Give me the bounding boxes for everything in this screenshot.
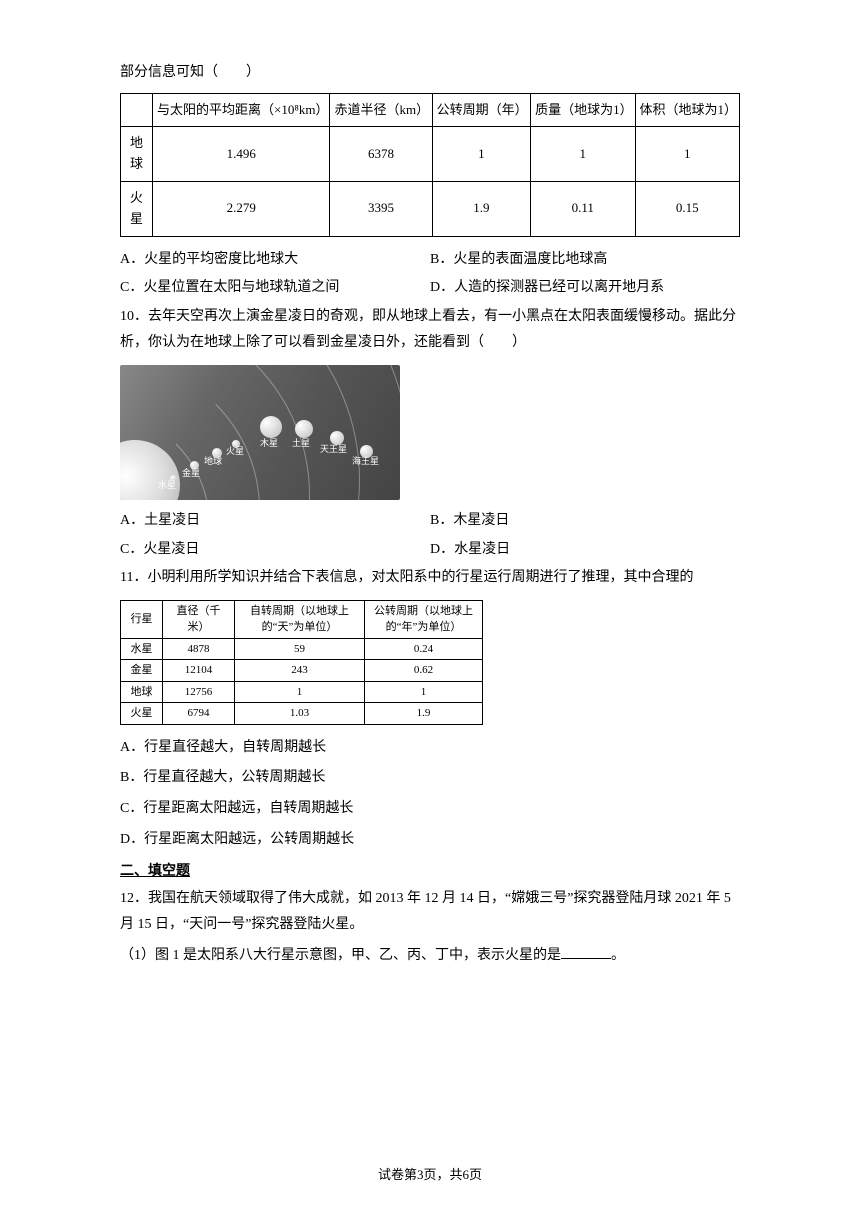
cell: 12756 <box>163 681 235 703</box>
cell: 1 <box>432 127 531 182</box>
q12-sub1: （1）图 1 是太阳系八大行星示意图，甲、乙、丙、丁中，表示火星的是 。 <box>120 943 740 970</box>
cell: 1.496 <box>153 127 330 182</box>
q9-option-a: A．火星的平均密度比地球大 <box>120 247 430 274</box>
q11-stem: 11．小明利用所学知识并结合下表信息，对太阳系中的行星运行周期进行了推理，其中合… <box>120 565 740 592</box>
q12-stem: 12．我国在航天领域取得了伟大成就，如 2013 年 12 月 14 日，“嫦娥… <box>120 886 740 939</box>
label-saturn: 土星 <box>292 435 310 452</box>
header-mass: 质量（地球为1） <box>531 93 635 127</box>
q11-table: 行星 直径（千米） 自转周期（以地球上的“天”为单位） 公转周期（以地球上的“年… <box>120 600 483 725</box>
t2-h3: 公转周期（以地球上的“年”为单位） <box>365 600 483 638</box>
t2-h2: 自转周期（以地球上的“天”为单位） <box>235 600 365 638</box>
q12-sub1-end: 。 <box>611 948 625 963</box>
cell: 6378 <box>330 127 432 182</box>
cell: 1 <box>365 681 483 703</box>
cell: 243 <box>235 660 365 682</box>
cell: 1 <box>235 681 365 703</box>
header-period: 公转周期（年） <box>432 93 531 127</box>
cell: 金星 <box>121 660 163 682</box>
fill-blank[interactable] <box>561 945 611 959</box>
label-jupiter: 木星 <box>260 435 278 452</box>
cell: 地球 <box>121 681 163 703</box>
t2-h1: 直径（千米） <box>163 600 235 638</box>
label-mars: 火星 <box>226 443 244 460</box>
label-uranus: 天王星 <box>320 441 347 458</box>
q10-option-d: D．水星凌日 <box>430 537 740 564</box>
q10-options-row2: C．火星凌日 D．水星凌日 <box>120 537 740 564</box>
cell: 59 <box>235 638 365 660</box>
q11-option-c: C．行星距离太阳越远，自转周期越长 <box>120 796 740 823</box>
q11-option-a: A．行星直径越大，自转周期越长 <box>120 735 740 762</box>
table-row: 地球 12756 1 1 <box>121 681 483 703</box>
header-blank <box>121 93 153 127</box>
q9-option-c: C．火星位置在太阳与地球轨道之间 <box>120 275 430 302</box>
q9-option-b: B．火星的表面温度比地球高 <box>430 247 740 274</box>
cell: 火星 <box>121 703 163 725</box>
cell: 水星 <box>121 638 163 660</box>
header-volume: 体积（地球为1） <box>635 93 739 127</box>
cell: 6794 <box>163 703 235 725</box>
cell: 1 <box>531 127 635 182</box>
table-row: 水星 4878 59 0.24 <box>121 638 483 660</box>
label-venus: 金星 <box>182 465 200 482</box>
cell: 1.9 <box>365 703 483 725</box>
header-radius: 赤道半径（km） <box>330 93 432 127</box>
row-mars-name: 火星 <box>121 181 153 236</box>
q9-options-row2: C．火星位置在太阳与地球轨道之间 D．人造的探测器已经可以离开地月系 <box>120 275 740 302</box>
header-distance: 与太阳的平均距离（×10⁸km） <box>153 93 330 127</box>
cell: 4878 <box>163 638 235 660</box>
q10-options-row1: A．土星凌日 B．木星凌日 <box>120 508 740 535</box>
q10-option-b: B．木星凌日 <box>430 508 740 535</box>
table-header-row: 与太阳的平均距离（×10⁸km） 赤道半径（km） 公转周期（年） 质量（地球为… <box>121 93 740 127</box>
t2-h0: 行星 <box>121 600 163 638</box>
q10-option-a: A．土星凌日 <box>120 508 430 535</box>
label-neptune: 海王星 <box>352 453 379 470</box>
q9-stem-tail: 部分信息可知（ ） <box>120 60 740 87</box>
q9-table: 与太阳的平均距离（×10⁸km） 赤道半径（km） 公转周期（年） 质量（地球为… <box>120 93 740 237</box>
page-footer: 试卷第3页，共6页 <box>0 1163 860 1188</box>
cell: 12104 <box>163 660 235 682</box>
cell: 3395 <box>330 181 432 236</box>
table-row: 火星 2.279 3395 1.9 0.11 0.15 <box>121 181 740 236</box>
q9-options-row1: A．火星的平均密度比地球大 B．火星的表面温度比地球高 <box>120 247 740 274</box>
cell: 0.24 <box>365 638 483 660</box>
section-2-title: 二、填空题 <box>120 859 740 886</box>
q11-option-b: B．行星直径越大，公转周期越长 <box>120 765 740 792</box>
table-row: 火星 6794 1.03 1.9 <box>121 703 483 725</box>
cell: 2.279 <box>153 181 330 236</box>
q10-stem: 10．去年天空再次上演金星凌日的奇观，即从地球上看去，有一小黑点在太阳表面缓慢移… <box>120 304 740 357</box>
cell: 0.11 <box>531 181 635 236</box>
row-earth-name: 地球 <box>121 127 153 182</box>
cell: 0.15 <box>635 181 739 236</box>
table-row: 金星 12104 243 0.62 <box>121 660 483 682</box>
cell: 1.9 <box>432 181 531 236</box>
table-row: 地球 1.496 6378 1 1 1 <box>121 127 740 182</box>
cell: 0.62 <box>365 660 483 682</box>
header-distance-text: 与太阳的平均距离（×10⁸km） <box>157 102 328 117</box>
cell: 1 <box>635 127 739 182</box>
cell: 1.03 <box>235 703 365 725</box>
label-mercury: 水星 <box>158 477 176 494</box>
q9-option-d: D．人造的探测器已经可以离开地月系 <box>430 275 740 302</box>
q10-option-c: C．火星凌日 <box>120 537 430 564</box>
table-header-row: 行星 直径（千米） 自转周期（以地球上的“天”为单位） 公转周期（以地球上的“年… <box>121 600 483 638</box>
q12-sub1-text: （1）图 1 是太阳系八大行星示意图，甲、乙、丙、丁中，表示火星的是 <box>120 948 561 963</box>
label-earth: 地球 <box>204 453 222 470</box>
q11-option-d: D．行星距离太阳越远，公转周期越长 <box>120 827 740 854</box>
solar-system-diagram: 水星 金星 地球 火星 木星 土星 天王星 海王星 <box>120 365 400 500</box>
